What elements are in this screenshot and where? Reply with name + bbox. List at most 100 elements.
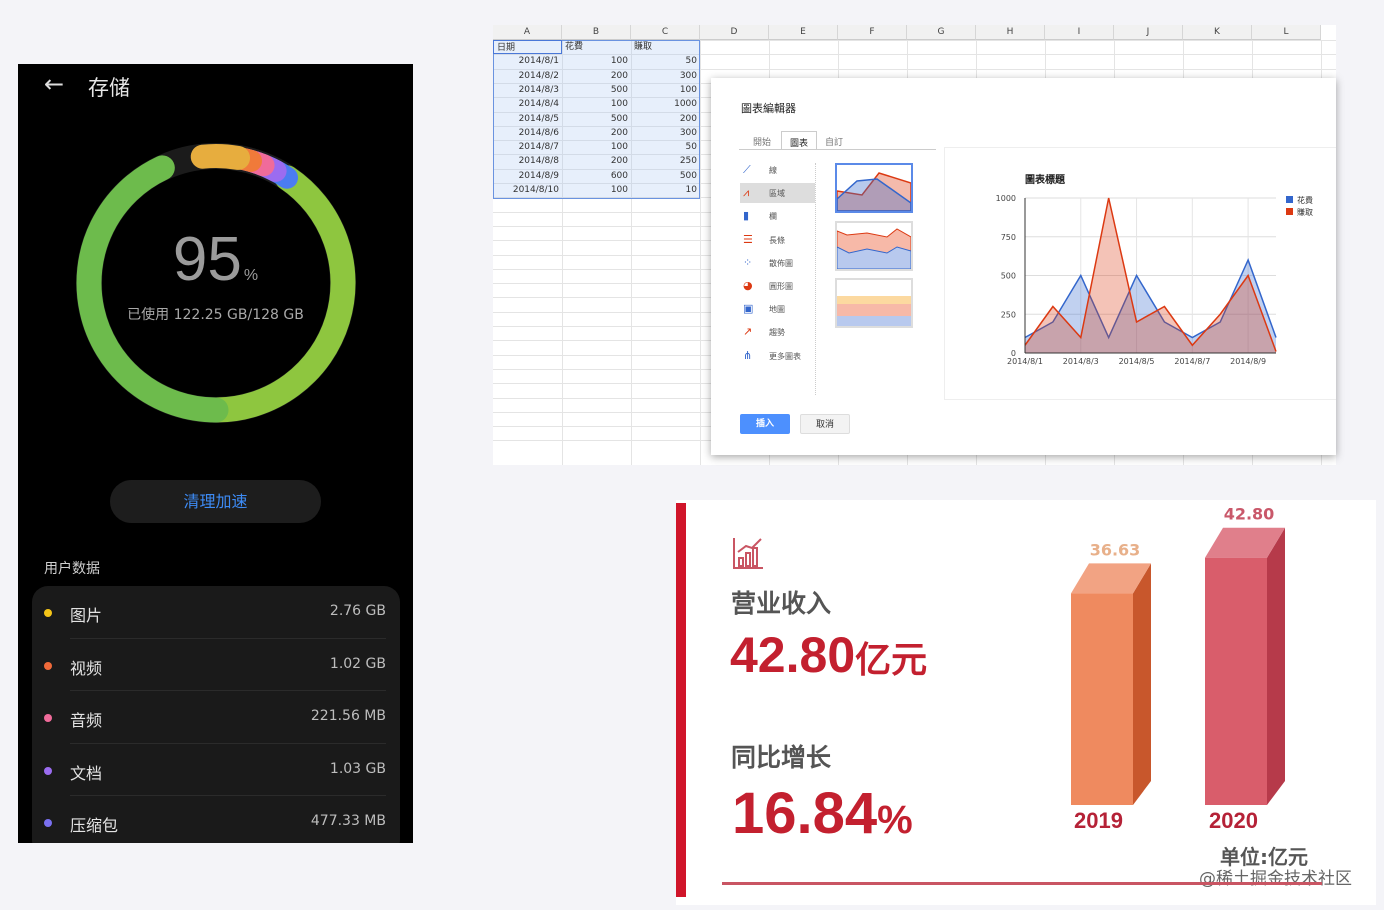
y-tick-label: 250	[1001, 310, 1016, 319]
bar-top-0	[1071, 563, 1151, 594]
legend-swatch-1	[1286, 208, 1293, 215]
column-header-E[interactable]: E	[769, 25, 838, 40]
chart-type-6[interactable]: ▣ 地圖	[740, 299, 815, 319]
item-size: 1.03 GB	[329, 760, 386, 777]
data-cell[interactable]: 500	[610, 84, 628, 95]
chart-title: 圖表標題	[1025, 173, 1066, 186]
data-cell[interactable]: 200	[610, 127, 628, 138]
data-cell[interactable]: 50	[685, 56, 697, 67]
column-chart-icon: ▮	[743, 209, 750, 223]
column-header-D[interactable]: D	[700, 25, 769, 40]
column-header-C[interactable]: C	[631, 25, 700, 40]
insert-button[interactable]: 插入	[740, 414, 790, 434]
data-cell[interactable]: 100	[610, 142, 628, 153]
data-cell[interactable]: 2014/8/5	[518, 113, 559, 124]
chart-type-2[interactable]: ▮ 欄	[740, 206, 815, 226]
list-item-0[interactable]: 图片 2.76 GB	[32, 586, 400, 639]
header-cell[interactable]: 賺取	[634, 42, 653, 52]
chart-thumbnail-step[interactable]	[835, 278, 913, 328]
percent-unit: %	[243, 267, 259, 284]
revenue-number: 42.80	[730, 627, 856, 683]
ring-segment-system	[203, 165, 356, 423]
data-cell[interactable]: 10	[685, 185, 697, 195]
chart-type-3[interactable]: ☰ 長條	[740, 230, 815, 250]
cancel-button[interactable]: 取消	[800, 414, 850, 434]
growth-unit: %	[877, 798, 913, 842]
data-cell[interactable]: 600	[610, 170, 628, 181]
data-cell[interactable]: 2014/8/7	[518, 142, 559, 153]
column-header-I[interactable]: I	[1045, 25, 1114, 40]
list-item-4[interactable]: 压缩包 477.33 MB	[32, 796, 400, 843]
column-header-L[interactable]: L	[1252, 25, 1321, 40]
data-cell[interactable]: 500	[610, 113, 628, 124]
chart-type-4[interactable]: ⁘ 散佈圖	[740, 253, 815, 273]
data-cell[interactable]: 200	[679, 113, 697, 124]
clean-speedup-button[interactable]: 清理加速	[110, 480, 321, 523]
category-dot-icon	[44, 609, 52, 617]
chart-type-1[interactable]: ⩘ 區域	[740, 183, 815, 204]
column-header-F[interactable]: F	[838, 25, 907, 40]
data-cell[interactable]: 2014/8/6	[518, 127, 559, 138]
thumb-blue-area	[837, 316, 911, 326]
data-cell[interactable]: 100	[610, 99, 628, 110]
chart-thumbnail-area[interactable]	[835, 163, 913, 213]
data-cell[interactable]: 2014/8/4	[518, 99, 559, 110]
data-cell[interactable]: 2014/8/2	[518, 70, 559, 81]
tab-customize[interactable]: 自訂	[825, 138, 844, 148]
revenue-unit: 亿元	[855, 639, 928, 680]
category-dot-icon	[44, 819, 52, 827]
column-header-H[interactable]: H	[976, 25, 1045, 40]
data-cell[interactable]: 2014/8/10	[512, 185, 559, 195]
chart-type-5[interactable]: ◕ 圓形圖	[740, 276, 815, 296]
data-cell[interactable]: 2014/8/8	[518, 156, 559, 167]
series-area-0	[1025, 260, 1276, 353]
list-item-1[interactable]: 视频 1.02 GB	[32, 639, 400, 691]
data-cell[interactable]: 500	[679, 170, 697, 181]
column-header-A[interactable]: A	[493, 25, 562, 40]
bar-chart-icon: ☰	[743, 232, 753, 246]
column-header-B[interactable]: B	[562, 25, 631, 40]
column-header-G[interactable]: G	[907, 25, 976, 40]
divider	[815, 163, 816, 395]
data-cell[interactable]: 200	[610, 70, 628, 81]
row-divider	[70, 690, 386, 691]
data-cell[interactable]: 100	[679, 84, 697, 95]
chart-type-label: 地圖	[769, 305, 785, 315]
list-item-2[interactable]: 音频 221.56 MB	[32, 691, 400, 744]
header-cell[interactable]: 日期	[493, 40, 562, 55]
user-data-list: 图片 2.76 GB 视频 1.02 GB 音频 221.56 MB 文档 1.03 GB 压缩…	[32, 586, 400, 843]
tab-charts[interactable]: 圖表	[781, 131, 818, 150]
data-cell[interactable]: 50	[685, 142, 697, 153]
revenue-value: 42.80亿元	[730, 626, 927, 684]
category-dot-icon	[44, 714, 52, 722]
row-divider	[70, 742, 386, 744]
selection-range	[493, 40, 700, 199]
chart-type-0[interactable]: ⟋ 線	[740, 160, 815, 180]
data-cell[interactable]: 2014/8/9	[518, 170, 559, 181]
data-cell[interactable]: 100	[610, 56, 628, 67]
data-cell[interactable]: 300	[679, 127, 697, 138]
category-dot-icon	[44, 766, 52, 775]
tab-divider	[739, 149, 936, 150]
chart-type-7[interactable]: ↗ 趨勢	[740, 322, 815, 342]
row-gridline	[493, 40, 1336, 41]
revenue-bar-chart: 36.63 42.80	[1071, 505, 1285, 805]
data-cell[interactable]: 2014/8/3	[518, 84, 559, 95]
data-cell[interactable]: 1000	[674, 99, 697, 110]
list-item-3[interactable]: 文档 1.03 GB	[32, 744, 400, 796]
y-tick-label: 1000	[996, 194, 1016, 203]
data-cell[interactable]: 200	[610, 156, 628, 167]
chart-type-8[interactable]: ⋔ 更多圖表	[740, 346, 815, 366]
data-cell[interactable]: 250	[679, 156, 697, 167]
pie-chart-icon: ◕	[743, 279, 753, 292]
chart-thumbnail-stack[interactable]	[835, 220, 913, 271]
data-cell[interactable]: 300	[679, 70, 697, 81]
data-cell[interactable]: 2014/8/1	[518, 56, 559, 67]
header-cell[interactable]: 花費	[565, 42, 584, 52]
column-header-J[interactable]: J	[1114, 25, 1183, 40]
column-header-K[interactable]: K	[1183, 25, 1252, 40]
bar-value-label-0: 36.63	[1090, 540, 1141, 559]
back-arrow-icon[interactable]: ←	[44, 70, 65, 98]
data-cell[interactable]: 100	[610, 185, 628, 195]
tab-start[interactable]: 開始	[753, 138, 772, 148]
